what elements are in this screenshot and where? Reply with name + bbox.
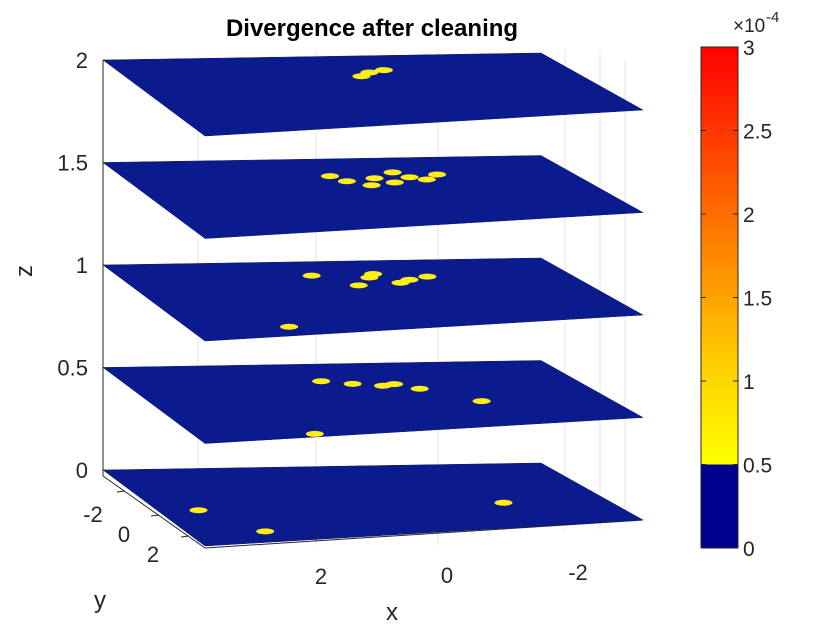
colorbar-ticks: 0 0.5 1 1.5 2 2.5 3: [701, 37, 772, 561]
hotspot-mark: [302, 272, 321, 279]
colorbar-tick-label: 3: [743, 37, 755, 60]
colorbar-tick-label: 2: [743, 204, 755, 227]
slice-surface: [102, 462, 644, 547]
x-axis-label: x: [386, 599, 398, 626]
y-tick-label: -2: [83, 502, 103, 527]
x-tick-label: -2: [568, 560, 588, 585]
z-axis-label: z: [11, 265, 38, 277]
colorbar-tick-label: 0.5: [743, 455, 772, 478]
slice-surface: [102, 155, 644, 239]
y-tick-label: 0: [118, 522, 130, 547]
colorbar-gradient: [701, 47, 738, 465]
hotspot-mark: [256, 528, 275, 535]
slice-surface: [102, 257, 644, 342]
hotspot-mark: [428, 171, 447, 178]
hotspot-mark: [374, 67, 393, 74]
hotspot-mark: [383, 169, 402, 176]
x-tick-mark: [436, 525, 439, 534]
colorbar-tick-label: 2.5: [743, 121, 772, 144]
z-tick-mark: [102, 469, 111, 472]
hotspot-mark: [321, 173, 339, 180]
x-tick-label: 2: [315, 564, 327, 589]
hotspot-mark: [365, 175, 384, 182]
chart-title: Divergence after cleaning: [226, 15, 518, 42]
hotspot-mark: [312, 378, 331, 385]
colorbar-low-band: [701, 464, 738, 548]
x-axis-line: [204, 519, 644, 549]
z-slice: [102, 462, 644, 547]
hotspot-mark: [417, 176, 436, 183]
slices-layer: [102, 52, 644, 547]
hotspot-mark: [494, 499, 513, 506]
hotspot-mark: [343, 380, 362, 387]
x-tick-mark: [314, 533, 317, 542]
hotspot-mark: [352, 73, 371, 80]
hotspot-mark: [280, 323, 299, 330]
y-tick-mark: [180, 535, 190, 538]
z-tick-mark: [102, 59, 111, 62]
z-slice: [102, 155, 644, 239]
colorbar-tick-label: 1.5: [743, 288, 772, 311]
z-slice: [102, 52, 644, 137]
x-tick-mark: [558, 517, 561, 526]
hotspot-mark: [362, 182, 381, 189]
z-tick-label: 0: [76, 458, 88, 483]
slice-surface: [102, 52, 644, 137]
y-axis-label: y: [94, 587, 106, 614]
hotspot-mark: [349, 282, 368, 289]
hotspot-mark: [410, 385, 429, 392]
hotspot-mark: [418, 273, 437, 280]
hotspot-mark: [385, 179, 404, 186]
hotspot-mark: [385, 381, 404, 388]
z-slice: [102, 257, 644, 342]
z-tick-mark: [102, 264, 111, 267]
z-tick-label: 1.5: [57, 151, 88, 176]
hotspot-mark: [472, 398, 491, 405]
hotspot-mark: [337, 178, 356, 185]
x-tick-label: 0: [441, 563, 453, 588]
colorbar: 0 0.5 1 1.5 2 2.5 3 ×10 -4: [700, 9, 779, 561]
z-tick-mark: [102, 162, 111, 164]
hotspot-mark: [189, 507, 208, 514]
hotspot-mark: [391, 279, 410, 286]
z-slice: [102, 360, 644, 444]
hotspot-mark: [305, 430, 324, 437]
y-tick-label: 2: [147, 542, 159, 567]
z-tick-label: 2: [76, 48, 88, 73]
colorbar-tick-label: 0: [743, 538, 755, 561]
y-tick-mark: [150, 514, 160, 517]
slice-surface: [102, 360, 644, 444]
colorbar-exponent-power: -4: [766, 9, 779, 26]
y-tick-mark: [116, 490, 126, 493]
colorbar-exponent-base: ×10: [733, 16, 765, 37]
colorbar-tick-label: 1: [743, 371, 755, 394]
hotspot-mark: [364, 271, 383, 277]
z-tick-mark: [102, 367, 111, 369]
z-tick-label: 0.5: [57, 356, 88, 381]
hotspot-mark: [400, 174, 419, 181]
z-tick-label: 1: [76, 253, 88, 278]
